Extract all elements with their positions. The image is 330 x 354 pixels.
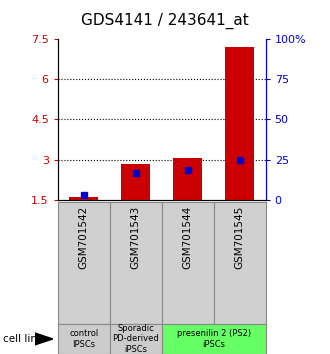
Text: GSM701542: GSM701542 (79, 205, 89, 269)
Text: presenilin 2 (PS2)
iPSCs: presenilin 2 (PS2) iPSCs (177, 329, 251, 349)
Bar (162, 202, 214, 324)
Bar (110, 324, 162, 354)
Bar (173, 158, 202, 200)
Bar (110, 202, 162, 324)
Text: GSM701544: GSM701544 (183, 205, 193, 269)
Bar (225, 47, 254, 200)
Bar (162, 324, 266, 354)
Text: GSM701545: GSM701545 (235, 205, 245, 269)
Text: GDS4141 / 243641_at: GDS4141 / 243641_at (81, 12, 249, 29)
Bar (58, 324, 110, 354)
Bar (69, 197, 98, 200)
Text: cell line: cell line (3, 334, 44, 344)
Text: Sporadic
PD-derived
iPSCs: Sporadic PD-derived iPSCs (112, 324, 159, 354)
Text: GSM701543: GSM701543 (131, 205, 141, 269)
Polygon shape (35, 333, 53, 345)
Bar (214, 202, 266, 324)
Bar (121, 164, 150, 200)
Bar (58, 202, 110, 324)
Text: control
IPSCs: control IPSCs (69, 329, 98, 349)
